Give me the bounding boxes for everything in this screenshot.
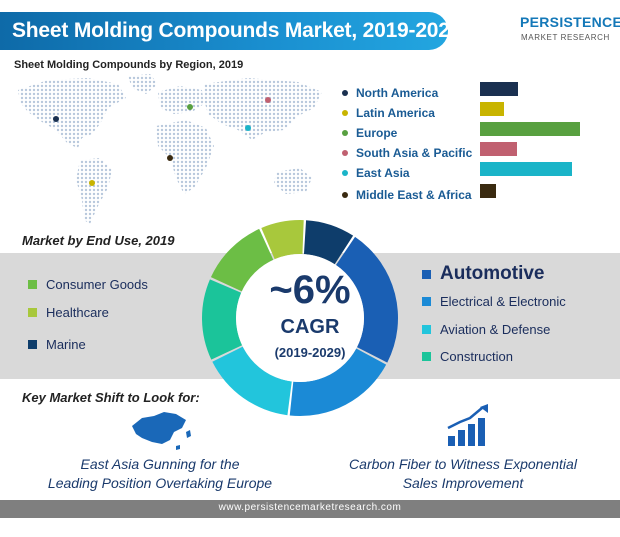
donut-slice-healthcare <box>261 220 304 260</box>
region-section-title: Sheet Molding Compounds by Region, 2019 <box>14 59 244 71</box>
footer-url: www.persistencemarketresearch.com <box>218 502 402 513</box>
region-dot <box>342 150 348 156</box>
region-bar <box>480 82 518 96</box>
cagr-value-text: ~6% <box>269 268 351 312</box>
legend-swatch <box>28 340 37 349</box>
donut-slice-electrical-electronic <box>289 348 387 416</box>
region-label: Latin America <box>356 106 435 120</box>
region-label: Europe <box>356 126 398 140</box>
end-use-title: Market by End Use, 2019 <box>22 233 175 248</box>
page-title: Sheet Molding Compounds Market, 2019-202… <box>12 19 462 42</box>
growth-chart-icon <box>447 404 488 446</box>
region-bar <box>480 142 517 156</box>
legend-swatch <box>422 297 431 306</box>
cagr-value: ~6% <box>0 268 620 313</box>
europe-marker <box>187 104 193 110</box>
east-asia-marker <box>265 97 271 103</box>
shift-east-asia-line2: Leading Position Overtaking Europe <box>47 475 273 491</box>
shift-carbon-fiber: Carbon Fiber to Witness Exponential Sale… <box>318 455 608 493</box>
region-dot <box>342 90 348 96</box>
footer-bar <box>0 500 620 518</box>
region-dot <box>342 130 348 136</box>
east-asia-map-icon <box>132 412 191 450</box>
legend-swatch <box>422 270 431 279</box>
region-bar <box>480 102 504 116</box>
north-america-marker <box>53 116 59 122</box>
region-dot <box>342 192 348 198</box>
shift-east-asia: East Asia Gunning for the Leading Positi… <box>20 455 300 493</box>
region-bar <box>480 122 580 136</box>
logo-tagline: MARKET RESEARCH <box>521 33 610 42</box>
shift-carbon-fiber-line1: Carbon Fiber to Witness Exponential <box>349 456 577 472</box>
region-dot <box>342 110 348 116</box>
shift-east-asia-line1: East Asia Gunning for the <box>80 456 240 472</box>
latin-america-marker <box>89 180 95 186</box>
region-bar <box>480 184 496 198</box>
legend-swatch <box>28 308 37 317</box>
mea-marker <box>167 155 173 161</box>
shift-carbon-fiber-line2: Sales Improvement <box>402 475 524 491</box>
region-label: North America <box>356 86 439 100</box>
world-map-icon <box>18 74 322 224</box>
region-label: East Asia <box>356 166 410 180</box>
south-asia-marker <box>245 125 251 131</box>
legend-swatch <box>422 352 431 361</box>
donut-slice-marine <box>303 220 354 265</box>
donut-slice-automotive <box>335 236 398 363</box>
donut-slice-construction <box>202 279 243 360</box>
end-use-donut-chart <box>202 220 398 416</box>
logo-wordmark: PERSISTENCE <box>520 14 620 30</box>
region-dot <box>342 170 348 176</box>
donut-slice-aviation-defense <box>212 346 292 416</box>
key-shift-title: Key Market Shift to Look for: <box>22 390 200 405</box>
cagr-label: CAGR <box>280 316 340 338</box>
donut-slice-consumer-goods <box>210 228 274 292</box>
region-bar <box>480 162 572 176</box>
donut-center <box>236 254 364 382</box>
cagr-period: (2019-2029) <box>274 345 346 360</box>
title-banner <box>0 12 448 50</box>
legend-swatch <box>422 325 431 334</box>
region-label: Middle East & Africa <box>356 188 472 202</box>
region-label: South Asia & Pacific <box>356 146 473 160</box>
legend-swatch <box>28 280 37 289</box>
